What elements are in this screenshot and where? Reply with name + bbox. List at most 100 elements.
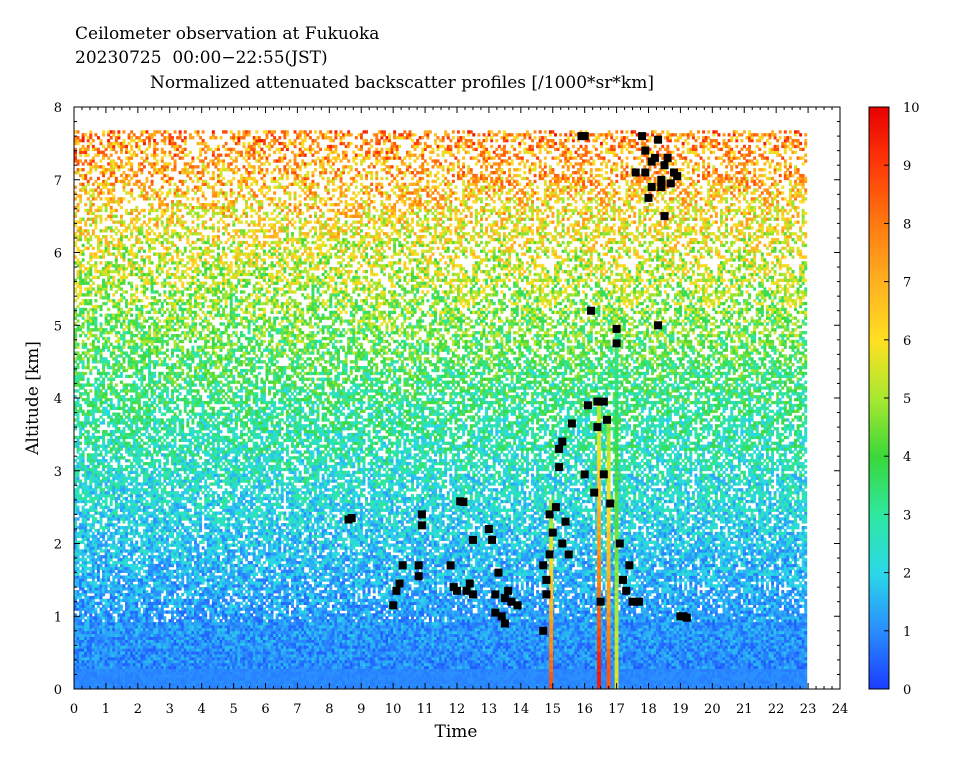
heat-cell [117,630,121,635]
heat-cell [127,322,131,326]
heat-cell [102,130,106,134]
heat-cell [145,659,149,664]
heat-cell [84,398,88,402]
heat-cell [99,601,103,606]
heat-cell [163,319,167,323]
heat-cell [142,462,146,466]
heat-cell [94,560,98,565]
heat-cell [125,226,129,230]
heat-cell [130,526,134,530]
heat-cell [135,290,139,294]
heat-cell [168,630,172,635]
heat-cell [76,444,80,448]
heat-cell [99,214,103,218]
heat-cell [96,240,100,245]
heat-cell [122,560,126,565]
heat-cell [117,555,121,559]
heat-cell [145,610,149,614]
heat-cell [94,686,98,689]
heat-cell [160,636,164,640]
heat-cell [119,531,123,536]
heat-cell [130,499,134,504]
heat-cell [140,619,144,623]
heat-cell [165,220,169,224]
heat-cell [74,333,77,338]
heat-cell [165,173,169,178]
heat-cell [76,258,80,262]
heat-cell [119,569,123,573]
heat-cell [94,654,98,658]
heat-cell [84,133,88,137]
heat-cell [132,636,136,640]
heat-cell [132,380,136,384]
heat-cell [125,299,129,303]
heat-cell [91,496,95,501]
heat-cell [102,665,106,670]
heat-cell [107,537,111,541]
heat-cell [132,633,136,638]
heat-cell [79,499,83,504]
heat-cell [171,377,174,381]
heat-cell [99,540,103,544]
heat-cell [84,333,88,338]
heat-cell [148,671,151,675]
heat-cell [153,328,157,332]
heat-cell [107,575,111,579]
heat-cell [104,313,108,317]
heat-cell [135,680,139,684]
heat-cell [91,537,95,541]
heat-cell [99,642,103,646]
heat-cell [96,249,100,253]
heat-cell [132,560,136,565]
heat-cell [142,508,146,512]
heat-cell [165,590,169,594]
heat-cell [150,205,154,210]
heat-cell [155,141,159,146]
heat-cell [148,534,151,539]
heat-cell [109,153,113,157]
heat-cell [99,197,103,201]
heat-cell [96,654,100,658]
heat-cell [160,622,164,626]
heat-cell [155,331,159,335]
heat-cell [153,252,157,256]
heat-cell [112,299,116,303]
heat-cell [153,462,157,466]
heat-cell [79,592,83,597]
heat-cell [102,383,106,387]
heat-cell [99,348,103,352]
heat-cell [119,223,123,227]
heat-cell [81,360,85,364]
heat-cell [102,476,106,480]
heat-cell [150,665,154,670]
heat-cell [148,139,151,143]
heat-cell [109,191,113,195]
heat-cell [127,252,131,256]
heat-cell [148,255,151,259]
heat-cell [114,601,118,606]
heat-cell [119,435,123,440]
heat-cell [165,462,169,466]
heat-cell [140,665,144,670]
heat-cell [155,269,159,274]
heat-cell [102,377,106,381]
heat-cell [84,494,88,498]
heat-cell [109,674,113,678]
heat-cell [81,301,85,306]
heat-cell [94,261,98,265]
heat-cell [153,156,157,160]
heat-cell [79,552,83,556]
heat-cell [94,651,98,655]
heat-cell [132,252,136,256]
heat-cell [104,296,108,300]
heat-cell [102,365,106,370]
heat-cell [112,363,116,367]
heat-cell [104,523,108,527]
heat-cell [119,668,123,672]
heat-cell [127,179,131,184]
heat-cell [79,377,83,381]
heat-cell [114,648,118,652]
heat-cell [155,639,159,643]
heat-cell [122,656,126,661]
heat-cell [130,616,134,620]
